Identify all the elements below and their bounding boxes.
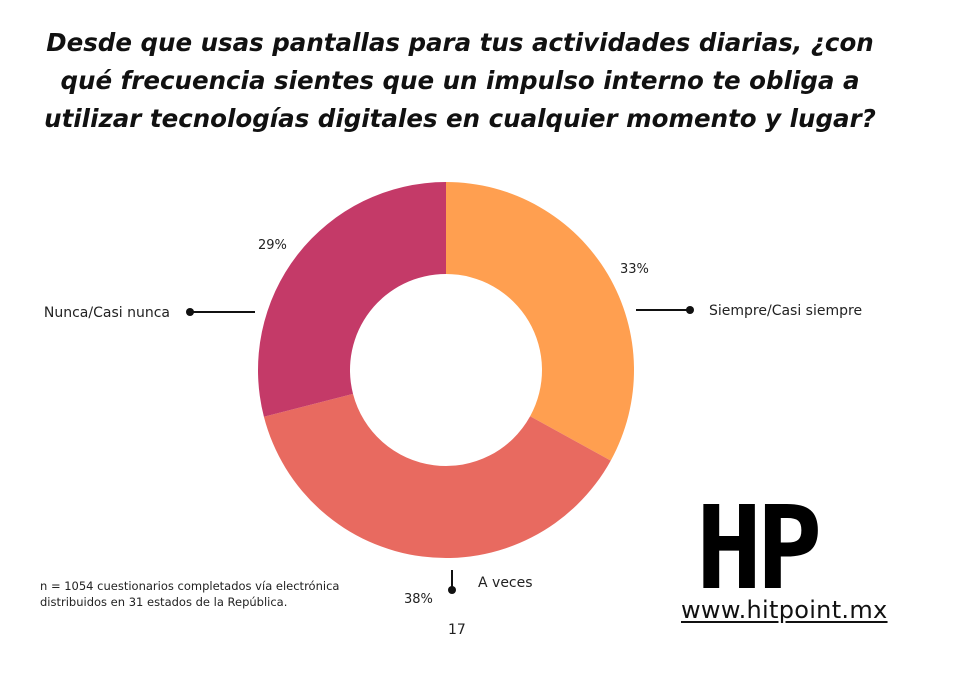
category-label-2: A veces bbox=[478, 575, 533, 591]
leader-dot-3 bbox=[186, 308, 194, 316]
donut-slice-3 bbox=[258, 182, 446, 417]
footnote-line-1: n = 1054 cuestionarios completados vía e… bbox=[40, 579, 340, 593]
category-label-3: Nunca/Casi nunca bbox=[44, 305, 170, 321]
donut-slice-2 bbox=[263, 393, 611, 558]
donut-slice-1 bbox=[446, 182, 634, 461]
page-number: 17 bbox=[448, 622, 466, 638]
slice-value-label-1: 33% bbox=[620, 262, 649, 277]
slice-value-label-3: 29% bbox=[258, 238, 287, 253]
chart-title: Desde que usas pantallas para tus activi… bbox=[44, 28, 876, 133]
category-label-1: Siempre/Casi siempre bbox=[709, 303, 862, 319]
footnote-line-2: distribuidos en 31 estados de la Repúbli… bbox=[40, 595, 288, 609]
leader-dot-1 bbox=[686, 306, 694, 314]
sample-footnote: n = 1054 cuestionarios completados vía e… bbox=[40, 578, 339, 610]
brand-url[interactable]: www.hitpoint.mx bbox=[681, 596, 888, 624]
leader-dot-2 bbox=[448, 586, 456, 594]
slice-value-label-2: 38% bbox=[404, 592, 433, 607]
brand-logo: HP bbox=[696, 480, 822, 616]
